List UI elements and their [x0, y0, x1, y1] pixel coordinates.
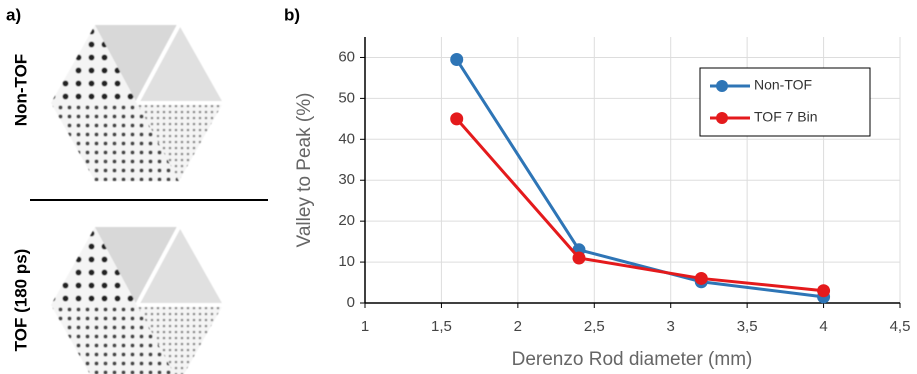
y-axis-title: Valley to Peak (%)	[294, 93, 315, 248]
x-tick-label: 1,5	[431, 318, 452, 335]
plot: 0 10 20 30 40 50 60 1 1,5 2 2,5 3 3,5 4 4,5 Non-TOF TOF …	[338, 37, 910, 335]
image	[51, 227, 223, 374]
legend-label: TOF 7 Bin	[754, 109, 818, 125]
y-tick-label: 20	[338, 212, 355, 229]
x-tick-label: 3,5	[737, 318, 758, 335]
y-tick-label: 30	[338, 171, 355, 188]
x-tick-label: 3	[667, 318, 675, 335]
x-tick-label: 2	[514, 318, 522, 335]
data-point	[450, 112, 463, 125]
legend-marker	[716, 80, 728, 92]
data-point	[573, 251, 586, 264]
image-label: TOF (180 ps)	[11, 249, 30, 352]
legend-label: Non-TOF	[754, 77, 812, 93]
data-point	[695, 272, 708, 285]
image-label: Non-TOF	[11, 54, 30, 126]
data-point	[450, 53, 463, 66]
panel-label: a)	[6, 5, 21, 24]
x-tick-label: 4	[819, 318, 827, 335]
image	[51, 25, 223, 181]
y-tick-label: 40	[338, 130, 355, 147]
y-tick-label: 50	[338, 89, 355, 106]
x-tick-label: 2,5	[584, 318, 605, 335]
x-axis-title: Derenzo Rod diameter (mm)	[512, 349, 753, 370]
figure: a) Non-TOF TOF (180 ps) b) Valley to Pea…	[0, 0, 917, 374]
data-point	[817, 284, 830, 297]
y-tick-label: 60	[338, 48, 355, 65]
y-tick-label: 0	[347, 294, 355, 311]
panel-label: b)	[284, 5, 300, 24]
x-tick-label: 1	[361, 318, 369, 335]
y-tick-label: 10	[338, 253, 355, 270]
legend-marker	[716, 112, 728, 124]
x-tick-label: 4,5	[890, 318, 911, 335]
